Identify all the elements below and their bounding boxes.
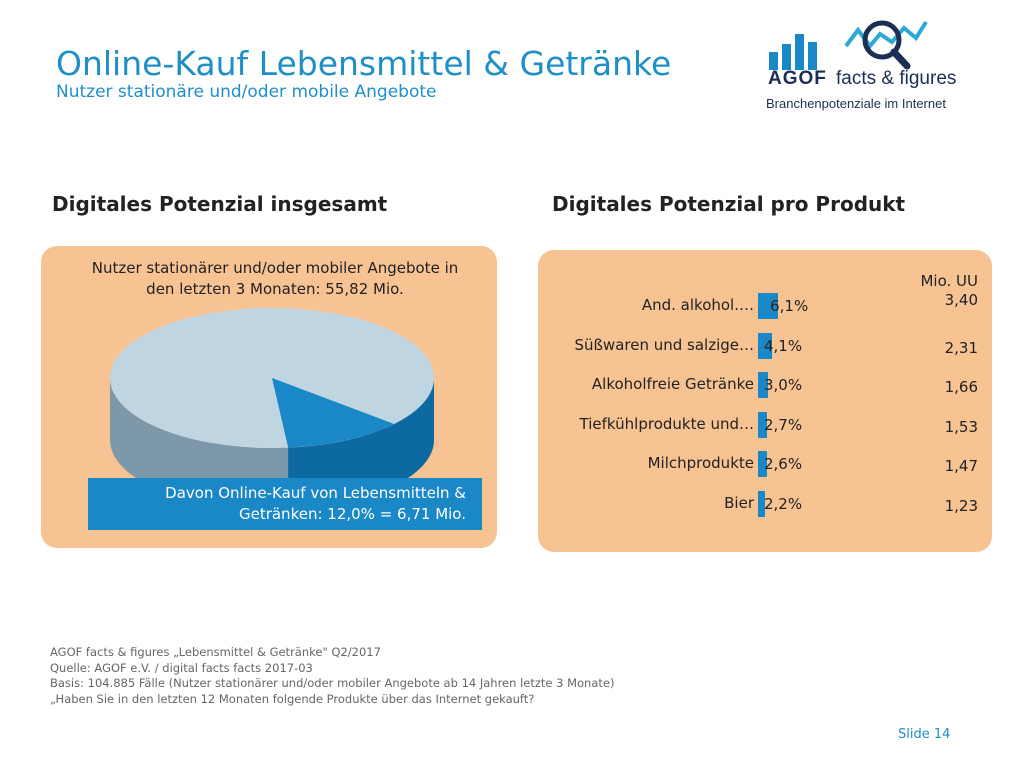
bar <box>758 490 766 517</box>
bar-category-label: Tiefkühlprodukte und… <box>579 414 754 433</box>
bar-value-label: 4,1% <box>764 336 803 355</box>
slide-number: Slide 14 <box>898 727 951 742</box>
bar-value-label: 6,1% <box>770 297 809 315</box>
footer-line-4: „Haben Sie in den letzten 12 Monaten fol… <box>50 691 535 706</box>
magnifier-handle <box>890 48 911 70</box>
right-section-heading: Digitales Potenzial pro Produkt <box>552 192 906 216</box>
logo-bar-4 <box>808 42 817 70</box>
bar-value-label: 2,7% <box>764 415 803 434</box>
footer-line-3: Basis: 104.885 Fälle (Nutzer stationärer… <box>50 676 615 690</box>
bar-category-label: Bier <box>724 493 754 512</box>
pie-caption: Nutzer stationärer und/oder mobiler Ange… <box>91 259 459 298</box>
bar-value-label: 3,0% <box>764 376 803 394</box>
pie-callout: Davon Online-Kauf von Lebensmitteln & Ge… <box>88 478 482 530</box>
bar-category-label: Süßwaren und salzige… <box>574 335 754 354</box>
footer-notes: AGOF facts & figures „Lebensmittel & Get… <box>50 645 614 707</box>
pie-slice-online-kauf <box>272 378 395 448</box>
page-title: Online-Kauf Lebensmittel & Getränke <box>56 44 672 83</box>
magnifier-icon <box>862 20 902 60</box>
pie-chart <box>110 308 434 510</box>
page-subtitle: Nutzer stationäre und/oder mobile Angebo… <box>56 82 437 102</box>
mio-uu-value: 2,31 <box>944 338 978 357</box>
bar-category-label: Alkoholfreie Getränke <box>591 375 754 393</box>
mio-uu-value: 1,66 <box>944 378 978 396</box>
mio-uu-value: 1,23 <box>944 496 978 515</box>
logo-tagline: Branchenpotenziale im Internet <box>766 96 946 111</box>
footer-line-1: AGOF facts & figures „Lebensmittel & Get… <box>50 645 381 659</box>
mio-uu-value: 3,40 <box>944 291 978 309</box>
mio-uu-value: 1,53 <box>944 417 978 436</box>
left-section-heading: Digitales Potenzial insgesamt <box>52 192 388 216</box>
logo-bar-3 <box>795 34 804 70</box>
logo-bar-1 <box>769 52 778 70</box>
logo-brand: AGOF <box>768 68 827 89</box>
bar-value-label: 2,2% <box>764 494 803 513</box>
bar-category-label: And. alkohol.… <box>641 296 754 314</box>
bar-value-label: 2,6% <box>764 455 803 473</box>
mio-uu-value: 1,47 <box>944 457 978 475</box>
bar <box>758 411 767 438</box>
logo-name: facts & figures <box>836 68 957 89</box>
footer-line-2: Quelle: AGOF e.V. / digital facts facts … <box>50 660 313 675</box>
pie-side-highlight <box>288 378 434 510</box>
bar <box>758 293 779 319</box>
logo-trend-line <box>844 20 928 50</box>
bar <box>758 332 772 359</box>
logo-bar-2 <box>782 44 791 70</box>
bar <box>758 372 768 398</box>
bar-category-label: Milchprodukte <box>647 454 754 472</box>
mio-uu-header: Mio. UU <box>920 272 978 290</box>
bar <box>758 451 767 477</box>
agof-logo <box>769 20 928 70</box>
